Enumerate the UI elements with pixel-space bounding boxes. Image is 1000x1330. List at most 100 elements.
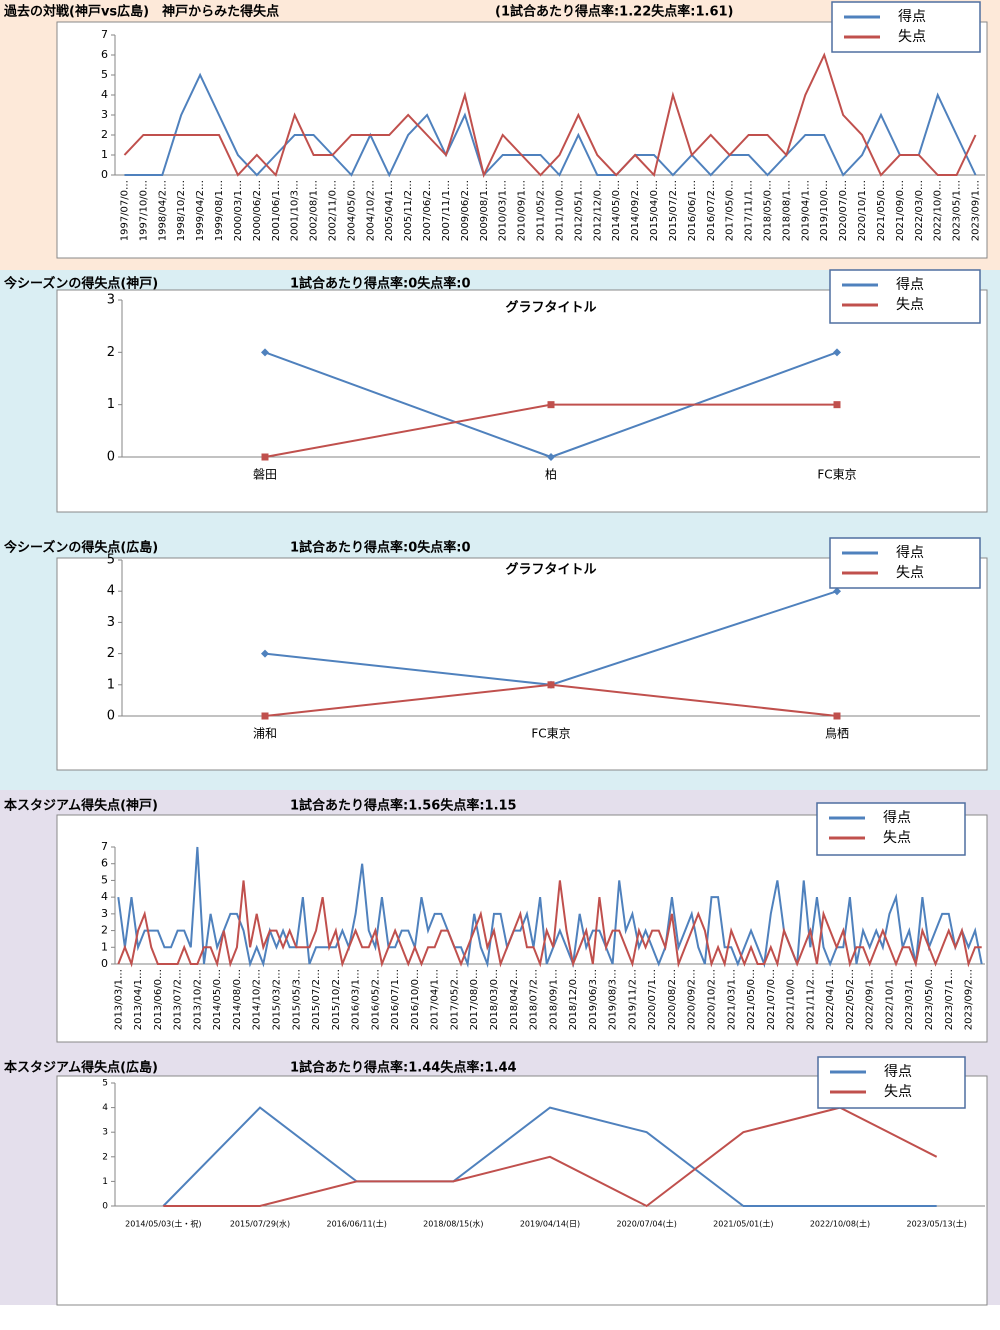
y-tick-label: 3 [107,293,115,308]
marker [833,401,841,409]
y-tick-label: 7 [101,28,108,41]
marker [547,453,555,461]
x-tick-label: 2010/03/1… [498,180,509,241]
x-tick-label: 2022/10/08(土) [810,1219,870,1229]
x-tick-label: 2023/03/1… [904,969,915,1030]
y-tick-label: 1 [101,148,108,161]
x-tick-label: 2017/05/2… [449,969,460,1030]
x-tick-label: 2013/06/0… [153,969,164,1030]
chart-subtitle: (1試合あたり得点率:1.22失点率:1.61) [495,4,733,20]
y-tick-label: 3 [101,907,108,920]
y-tick-label: 4 [107,584,115,599]
chart-title: 今シーズンの得失点(広島) [3,540,158,556]
x-tick-label: 2015/07/29(水) [230,1219,290,1229]
x-tick-label: 1999/08/1… [214,180,225,241]
x-tick-label: 2023/05/0… [924,969,935,1030]
x-tick-label: 2014/09/2… [630,180,641,241]
x-tick-label: 2021/05/01(土) [713,1219,773,1229]
y-tick-label: 4 [101,890,108,903]
x-tick-label: 2000/06/2… [252,180,263,241]
y-tick-label: 2 [102,1152,108,1162]
x-tick-label: 2019/04/1… [800,180,811,241]
x-tick-label: 2018/03/0… [489,969,500,1030]
x-tick-label: 2023/05/1… [952,180,963,241]
chart-title: 過去の対戦(神戸vs広島) 神戸からみた得失点 [3,4,279,20]
x-tick-label: 2019/06/3… [588,969,599,1030]
legend-box [829,269,981,324]
x-tick-label: 2016/06/1… [687,180,698,241]
series-line [117,846,983,968]
x-tick-label: 2005/11/2… [403,180,414,241]
y-tick-label: 5 [101,68,108,81]
x-tick-label: 2015/03/2… [271,969,282,1030]
x-tick-label: 2002/11/0… [328,180,339,241]
x-tick-label: 2001/10/3… [290,180,301,241]
x-tick-label: 2019/11/2… [627,969,638,1030]
x-tick-label: 2014/08/0… [232,969,243,1030]
y-tick-label: 1 [107,677,115,692]
x-tick-label: 2022/04/1… [825,969,836,1030]
x-tick-label: 2012/12/0… [592,180,603,241]
x-tick-label: 2020/08/2… [667,969,678,1030]
x-tick-label: 2016/10/0… [410,969,421,1030]
x-tick-label: 2014/05/03(土・祝) [125,1219,201,1229]
chart-subtitle: 1試合あたり得点率:1.56失点率:1.15 [290,798,517,814]
x-tick-label: 2013/04/1… [133,969,144,1030]
x-tick-label: 2017/05/0… [725,180,736,241]
x-tick-label: 2016/05/2… [370,969,381,1030]
y-tick-label: 5 [102,1079,108,1089]
legend-box [831,1,981,53]
x-tick-label: 1997/07/0… [119,180,130,241]
legend-label: 失点 [883,830,911,846]
x-tick-label: 2015/07/2… [668,180,679,241]
x-tick-label: 2014/05/0… [611,180,622,241]
x-tick-label: 1997/10/0… [138,180,149,241]
chart-area [56,289,988,513]
legend-label: 失点 [898,29,926,45]
x-tick-label: 2010/09/1… [517,180,528,241]
x-tick-label: 2020/07/1… [647,969,658,1030]
x-tick-label: 2004/05/0… [346,180,357,241]
x-tick-label: 1998/04/2… [157,180,168,241]
y-tick-label: 3 [101,108,108,121]
marker [261,348,269,357]
x-tick-label: 2023/09/2… [964,969,975,1030]
x-tick-label: 2021/07/0… [766,969,777,1030]
y-tick-label: 2 [107,345,115,360]
legend-label: 得点 [883,809,911,826]
x-tick-label: 2020/10/2… [706,969,717,1030]
x-tick-label: 2019/08/3… [608,969,619,1030]
marker [833,712,841,720]
x-tick-label: 2009/08/1… [479,180,490,241]
x-tick-label: 2019/10/0… [819,180,830,241]
x-tick-label: 1998/10/2… [176,180,187,241]
x-tick-label: 2021/11/2… [805,969,816,1030]
y-tick-label: 1 [107,397,115,412]
legend-label: 得点 [896,276,924,293]
x-tick-label: 2009/06/2… [460,180,471,241]
x-tick-label: 2014/10/2… [252,969,263,1030]
y-tick-label: 0 [101,957,108,970]
series-line [163,1106,938,1208]
x-tick-label: 2012/05/1… [573,180,584,241]
y-tick-label: 1 [101,940,108,953]
y-tick-label: 2 [107,646,115,661]
x-tick-label: 2022/10/1… [884,969,895,1030]
x-tick-label: 2016/03/1… [351,969,362,1030]
series-line [162,1106,937,1207]
x-tick-label: 2015/04/0… [649,180,660,241]
x-tick-label: 2007/11/1… [441,180,452,241]
marker [261,453,269,461]
chart-subtitle: 1試合あたり得点率:0失点率:0 [290,540,471,556]
x-tick-label: 2023/05/13(土) [906,1219,966,1229]
x-tick-label: FC東京 [817,468,856,482]
x-tick-label: 柏 [545,467,557,482]
y-tick-label: 2 [101,128,108,141]
y-tick-label: 4 [101,88,108,101]
x-tick-label: 2019/04/14(日) [520,1220,580,1229]
x-tick-label: 2022/03/0… [914,180,925,241]
y-tick-label: 0 [102,1202,108,1212]
x-tick-label: 2018/07/2… [529,969,540,1030]
marker [547,401,555,409]
